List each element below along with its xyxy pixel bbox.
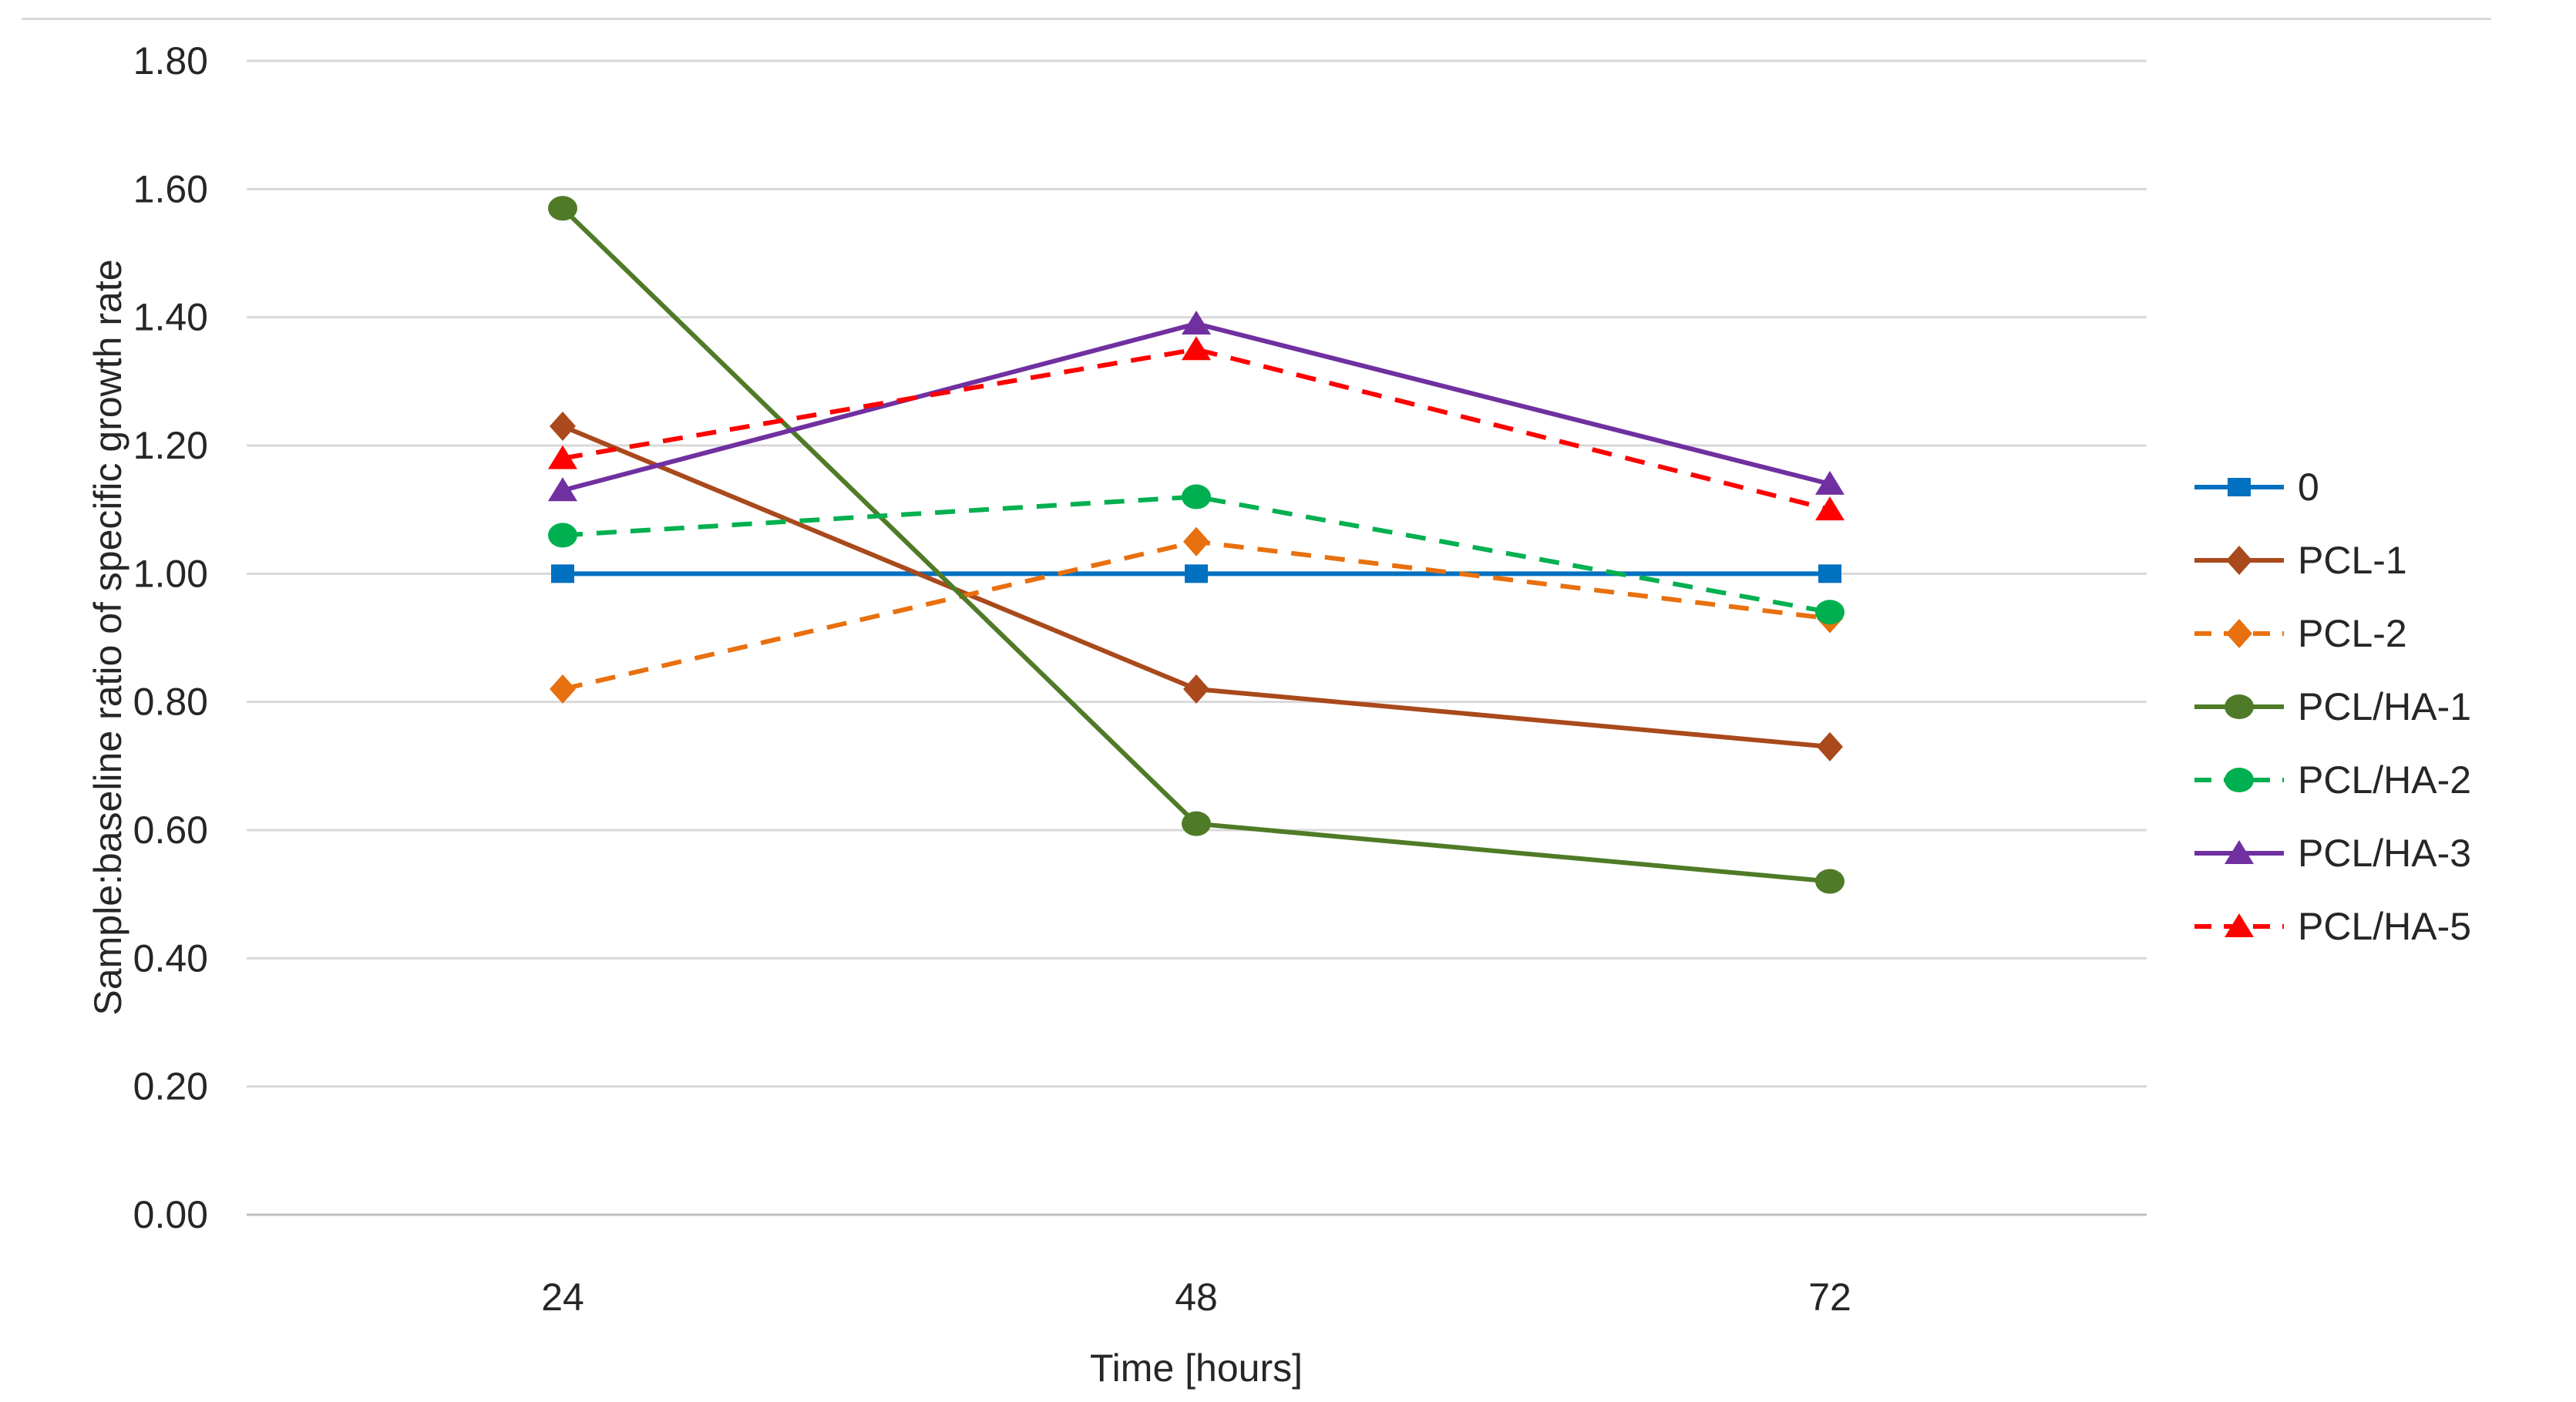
- legend-label: PCL/HA-5: [2298, 905, 2472, 948]
- series-marker-PCL/HA-2: [1182, 484, 1211, 509]
- series-marker-PCL/HA-5: [1182, 336, 1211, 361]
- legend-item-0: 0: [2193, 464, 2319, 510]
- legend-label: PCL-1: [2298, 539, 2407, 582]
- legend-item-PCL-1: PCL-1: [2193, 537, 2407, 583]
- y-tick-label: 0.40: [133, 936, 208, 980]
- series-marker-PCL/HA-1: [548, 196, 577, 221]
- legend-label: PCL/HA-3: [2298, 832, 2472, 875]
- legend-item-PCL/HA-2: PCL/HA-2: [2193, 757, 2471, 803]
- legend-marker-shape: [2225, 694, 2254, 719]
- series-marker-PCL/HA-3: [1182, 310, 1211, 335]
- legend-triangle-marker-icon: [2194, 913, 2284, 937]
- y-tick-label: 0.20: [133, 1065, 208, 1108]
- series-marker-PCL/HA-5: [1815, 496, 1845, 521]
- legend-label: PCL/HA-1: [2298, 685, 2472, 728]
- y-tick-label: 1.60: [133, 167, 208, 210]
- figure-top-border: [22, 18, 2491, 20]
- legend-marker-shape: [2225, 840, 2254, 864]
- legend-diamond-marker-icon: [2194, 619, 2284, 648]
- legend: 0 PCL-1 PCL-2 PCL/HA-1 PCL/HA-2 PCL/HA-3 PCL/H…: [2193, 0, 2563, 1402]
- legend-marker-shape: [2226, 619, 2252, 648]
- series-marker-PCL-1: [1817, 731, 1843, 762]
- series-marker-PCL-1: [1183, 674, 1209, 704]
- legend-circle-marker-icon: [2194, 694, 2284, 719]
- x-tick-label: 48: [1175, 1276, 1218, 1319]
- legend-circle-marker-icon: [2194, 768, 2284, 792]
- y-tick-label: 1.00: [133, 552, 208, 595]
- legend-label: PCL-2: [2298, 612, 2407, 655]
- y-tick-label: 0.00: [133, 1193, 208, 1236]
- x-axis-title: Time [hours]: [1089, 1347, 1303, 1390]
- legend-diamond-marker-icon: [2194, 546, 2284, 575]
- series-marker-PCL/HA-3: [1815, 470, 1845, 495]
- legend-marker-shape: [2226, 546, 2252, 575]
- series-line-PCL/HA-2: [562, 494, 1831, 615]
- legend-label: PCL/HA-2: [2298, 758, 2472, 802]
- y-tick-label: 1.40: [133, 296, 208, 339]
- series-marker-PCL/HA-3: [548, 477, 577, 502]
- y-tick-label: 1.20: [133, 424, 208, 467]
- series-marker-0: [551, 564, 574, 583]
- legend-marker-shape: [2225, 768, 2254, 792]
- series-marker-PCL/HA-2: [1815, 600, 1845, 625]
- series-marker-PCL-1: [550, 412, 576, 442]
- legend-item-PCL/HA-3: PCL/HA-3: [2193, 830, 2471, 876]
- legend-item-PCL/HA-1: PCL/HA-1: [2193, 684, 2471, 730]
- legend-marker-shape: [2225, 913, 2254, 937]
- y-tick-label: 0.80: [133, 681, 208, 724]
- series-line-PCL/HA-5: [562, 347, 1831, 513]
- legend-label: 0: [2298, 466, 2319, 509]
- y-tick-label: 0.60: [133, 809, 208, 852]
- legend-square-marker-icon: [2194, 478, 2284, 496]
- legend-item-PCL-2: PCL-2: [2193, 610, 2407, 657]
- series-marker-PCL/HA-1: [1182, 811, 1211, 836]
- series-marker-PCL-2: [550, 674, 576, 704]
- legend-item-PCL/HA-5: PCL/HA-5: [2193, 903, 2471, 950]
- x-tick-label: 24: [541, 1276, 584, 1319]
- y-tick-label: 1.80: [133, 39, 208, 82]
- series-marker-PCL-2: [1183, 526, 1209, 556]
- legend-triangle-marker-icon: [2194, 840, 2284, 864]
- series-marker-0: [1818, 564, 1841, 583]
- series-marker-0: [1185, 564, 1208, 583]
- series-line-PCL-2: [562, 539, 1831, 691]
- legend-marker-shape: [2228, 478, 2251, 496]
- x-tick-label: 72: [1808, 1276, 1851, 1319]
- series-marker-PCL/HA-5: [548, 445, 577, 469]
- series-marker-PCL/HA-1: [1815, 869, 1845, 894]
- series-marker-PCL/HA-2: [548, 523, 577, 548]
